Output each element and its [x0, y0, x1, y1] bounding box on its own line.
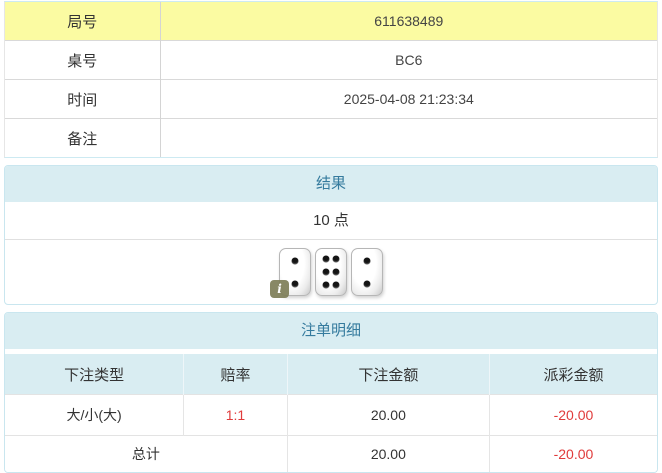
payout-amount-cell: -20.00 [488, 394, 657, 436]
result-panel: 结果 10 点 i [4, 165, 658, 305]
remark-label: 备注 [5, 118, 161, 157]
game-info-table: 局号 611638489 桌号 BC6 时间 2025-04-08 21:23:… [4, 1, 658, 158]
table-label: 桌号 [5, 40, 161, 80]
odds-cell: 1:1 [183, 394, 288, 436]
time-label: 时间 [5, 79, 161, 119]
die-6 [315, 248, 347, 296]
round-label: 局号 [5, 2, 161, 41]
bet-table-header-row: 下注类型 赔率 下注金额 派彩金额 [5, 354, 657, 395]
total-row: 总计 20.00 -20.00 [5, 435, 657, 472]
result-points: 10 点 [313, 212, 349, 229]
game-result-page: 局号 611638489 桌号 BC6 时间 2025-04-08 21:23:… [4, 1, 658, 473]
table-value: BC6 [160, 40, 657, 80]
total-bet-amount-cell: 20.00 [286, 435, 490, 472]
bet-amount-cell: 20.00 [286, 394, 490, 436]
dice-row: i [5, 239, 657, 304]
dice-group: i [270, 248, 383, 298]
col-bet-type: 下注类型 [5, 354, 184, 395]
time-value: 2025-04-08 21:23:34 [160, 79, 657, 119]
result-panel-title: 结果 [5, 166, 657, 202]
bet-table: 下注类型 赔率 下注金额 派彩金额 大/小(大) 1:1 20.00 -20.0… [5, 354, 657, 472]
bet-row: 大/小(大) 1:1 20.00 -20.00 [5, 394, 657, 436]
col-payout-amount: 派彩金额 [488, 354, 657, 395]
info-row-table: 桌号 BC6 [5, 40, 657, 80]
die-2 [351, 248, 383, 296]
col-odds: 赔率 [183, 354, 288, 395]
info-row-round: 局号 611638489 [5, 2, 657, 41]
bet-panel: 注单明细 下注类型 赔率 下注金额 派彩金额 大/小(大) 1:1 20.00 … [4, 312, 658, 473]
bet-type-cell: 大/小(大) [5, 394, 184, 436]
info-row-remark: 备注 [5, 118, 657, 157]
col-bet-amount: 下注金额 [286, 354, 490, 395]
round-value: 611638489 [160, 2, 657, 41]
info-icon[interactable]: i [270, 280, 289, 298]
remark-value [160, 118, 657, 157]
info-row-time: 时间 2025-04-08 21:23:34 [5, 79, 657, 119]
total-label-cell: 总计 [5, 435, 288, 472]
bet-panel-title: 注单明细 [5, 313, 657, 354]
total-payout-amount-cell: -20.00 [488, 435, 657, 472]
